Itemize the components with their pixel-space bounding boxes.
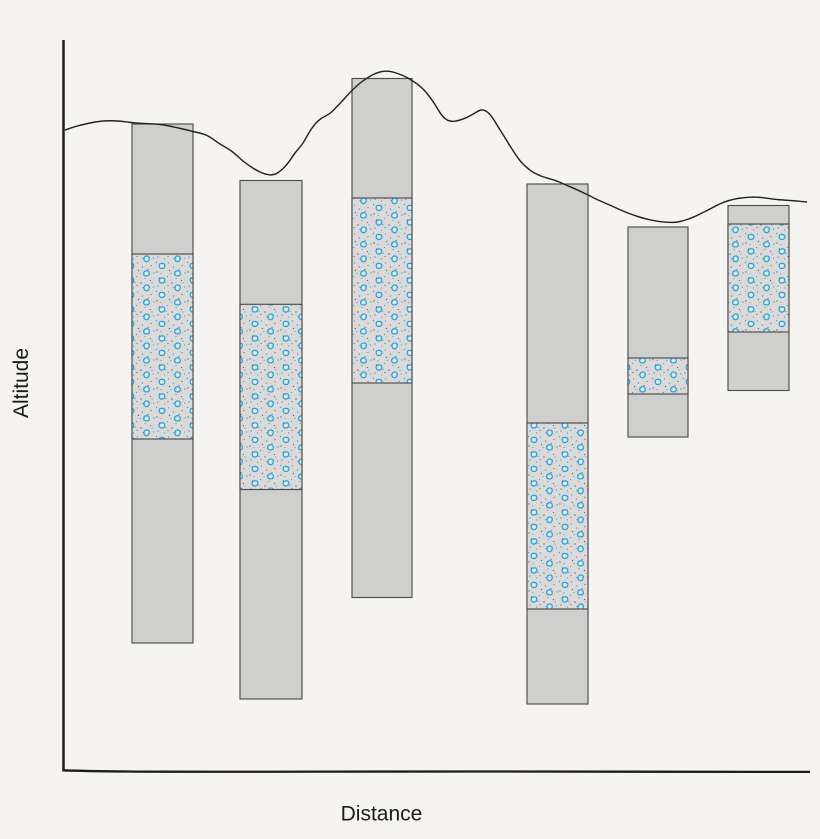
svg-text:Distance: Distance — [341, 803, 423, 826]
svg-text:Altitude: Altitude — [10, 348, 33, 418]
